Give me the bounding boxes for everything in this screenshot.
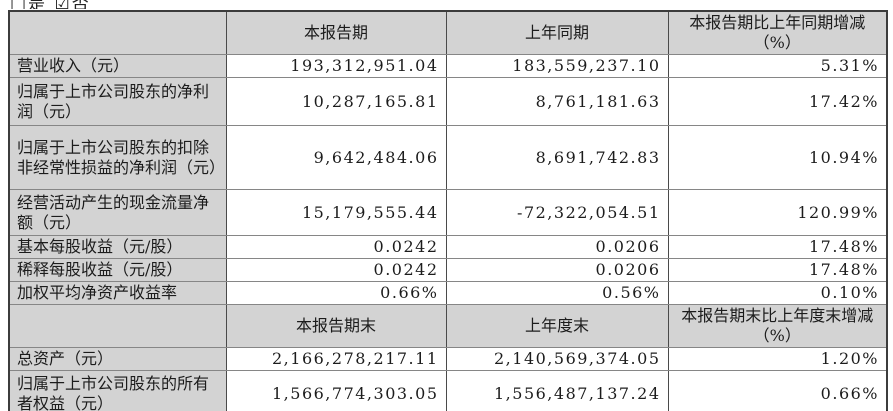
change-percent-value: 0.66% bbox=[667, 370, 888, 411]
period-header-row: 本报告期 上年同期 本报告期比上年同期增减 （%） bbox=[8, 10, 888, 55]
table-row-owners-equity: 归属于上市公司股东的所有者权益（元） 1,566,774,303.05 1,55… bbox=[8, 370, 888, 411]
current-period-value: 0.0242 bbox=[225, 235, 447, 259]
row-label: 基本每股收益（元/股） bbox=[8, 235, 227, 259]
row-label: 营业收入（元） bbox=[8, 54, 227, 78]
clipped-checkbox-line: □是 ☑否 bbox=[10, 0, 91, 9]
period-header-current: 本报告期 bbox=[225, 10, 447, 55]
change-percent-value: 17.48% bbox=[667, 258, 888, 282]
current-period-value: 193,312,951.04 bbox=[225, 54, 447, 78]
current-eop-value: 1,566,774,303.05 bbox=[225, 370, 447, 411]
table-row-basic-eps: 基本每股收益（元/股） 0.0242 0.0206 17.48% bbox=[8, 235, 888, 259]
change-percent-value: 1.20% bbox=[667, 347, 888, 371]
prior-period-value: 183,559,237.10 bbox=[445, 54, 669, 78]
table-row-net-profit-excl-nonrecurring: 归属于上市公司股东的扣除非经常性损益的净利润（元） 9,642,484.06 8… bbox=[8, 125, 888, 190]
period-header-prior: 上年同期 bbox=[445, 10, 669, 55]
row-label: 经营活动产生的现金流量净额（元） bbox=[8, 189, 227, 236]
eop-header-change-unit: （%） bbox=[753, 326, 801, 345]
table-row-operating-cash-flow: 经营活动产生的现金流量净额（元） 15,179,555.44 -72,322,0… bbox=[8, 189, 888, 236]
row-label: 归属于上市公司股东的扣除非经常性损益的净利润（元） bbox=[8, 125, 227, 190]
prior-eop-value: 1,556,487,137.24 bbox=[445, 370, 669, 411]
eop-header-blank-cell bbox=[8, 304, 227, 348]
prior-period-value: 8,691,742.83 bbox=[445, 125, 669, 190]
table-row-operating-revenue: 营业收入（元） 193,312,951.04 183,559,237.10 5.… bbox=[8, 54, 888, 78]
prior-period-value: 0.0206 bbox=[445, 258, 669, 282]
current-eop-value: 2,166,278,217.11 bbox=[225, 347, 447, 371]
change-percent-value: 120.99% bbox=[667, 189, 888, 236]
row-label: 加权平均净资产收益率 bbox=[8, 281, 227, 305]
table-row-weighted-avg-roe: 加权平均净资产收益率 0.66% 0.56% 0.10% bbox=[8, 281, 888, 305]
current-period-value: 0.66% bbox=[225, 281, 447, 305]
row-label: 归属于上市公司股东的净利润（元） bbox=[8, 77, 227, 126]
change-percent-value: 17.48% bbox=[667, 235, 888, 259]
change-percent-value: 17.42% bbox=[667, 77, 888, 126]
financial-summary-table: 本报告期 上年同期 本报告期比上年同期增减 （%） 营业收入（元） 193,31… bbox=[8, 10, 888, 411]
row-label: 总资产（元） bbox=[8, 347, 227, 371]
prior-period-value: 0.0206 bbox=[445, 235, 669, 259]
eop-header-prior: 上年度末 bbox=[445, 304, 669, 348]
row-label: 归属于上市公司股东的所有者权益（元） bbox=[8, 370, 227, 411]
period-header-change-title: 本报告期比上年同期增减 bbox=[689, 13, 866, 32]
clipped-checkbox-text: □是 ☑否 bbox=[10, 0, 91, 9]
period-header-change: 本报告期比上年同期增减 （%） bbox=[667, 10, 888, 55]
row-label: 稀释每股收益（元/股） bbox=[8, 258, 227, 282]
prior-period-value: -72,322,054.51 bbox=[445, 189, 669, 236]
change-percent-value: 0.10% bbox=[667, 281, 888, 305]
eop-header-current: 本报告期末 bbox=[225, 304, 447, 348]
period-header-change-unit: （%） bbox=[753, 33, 801, 52]
current-period-value: 9,642,484.06 bbox=[225, 125, 447, 190]
eop-header-change-title: 本报告期末比上年度末增减 bbox=[681, 306, 874, 325]
change-percent-value: 10.94% bbox=[667, 125, 888, 190]
prior-period-value: 0.56% bbox=[445, 281, 669, 305]
current-period-value: 0.0242 bbox=[225, 258, 447, 282]
table-row-net-profit: 归属于上市公司股东的净利润（元） 10,287,165.81 8,761,181… bbox=[8, 77, 888, 126]
prior-eop-value: 2,140,569,374.05 bbox=[445, 347, 669, 371]
table-row-total-assets: 总资产（元） 2,166,278,217.11 2,140,569,374.05… bbox=[8, 347, 888, 371]
prior-period-value: 8,761,181.63 bbox=[445, 77, 669, 126]
table-row-diluted-eps: 稀释每股收益（元/股） 0.0242 0.0206 17.48% bbox=[8, 258, 888, 282]
period-header-blank-cell bbox=[8, 10, 227, 55]
eop-header-change: 本报告期末比上年度末增减 （%） bbox=[667, 304, 888, 348]
eop-header-row: 本报告期末 上年度末 本报告期末比上年度末增减 （%） bbox=[8, 304, 888, 348]
current-period-value: 15,179,555.44 bbox=[225, 189, 447, 236]
change-percent-value: 5.31% bbox=[667, 54, 888, 78]
current-period-value: 10,287,165.81 bbox=[225, 77, 447, 126]
